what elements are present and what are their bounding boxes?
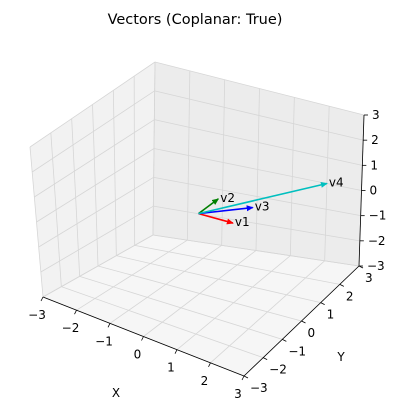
y-tick-mark <box>282 338 287 342</box>
x-tick-label: −1 <box>95 334 113 348</box>
y-tick-label: −1 <box>288 344 306 358</box>
x-tick-mark <box>241 375 245 381</box>
vector-v4 <box>198 181 328 215</box>
z-tick-label: −2 <box>368 234 386 248</box>
x-tick-mark <box>174 349 178 354</box>
z-tick-label: 3 <box>372 108 380 122</box>
pane-x <box>30 62 155 297</box>
z-tick-label: 0 <box>370 184 378 198</box>
vector-v1 <box>198 212 234 225</box>
x-tick-mark <box>208 362 211 368</box>
pane-z <box>43 235 359 376</box>
vector-v3 <box>198 205 254 215</box>
z-tick-label: −3 <box>367 259 385 273</box>
chart-title: Vectors (Coplanar: True) <box>108 12 283 28</box>
y-tick-label: 0 <box>308 326 316 340</box>
gridline <box>152 234 360 267</box>
gridline <box>31 90 155 173</box>
y-tick-label: −3 <box>250 381 268 395</box>
z-tick-label: 1 <box>370 158 378 172</box>
y-tick-mark <box>339 283 345 287</box>
y-tick-label: 1 <box>327 308 335 322</box>
x-tick-mark <box>40 296 44 302</box>
x-tick-label: 2 <box>201 374 209 388</box>
vector-label-v2: v2 <box>220 191 235 205</box>
vector-label-v3: v3 <box>255 200 270 214</box>
y-tick-mark <box>358 265 364 269</box>
x-tick-mark <box>107 323 111 328</box>
gridlines <box>29 61 365 377</box>
x-tick-label: 0 <box>134 348 142 362</box>
z-tick-label: 2 <box>371 133 379 147</box>
x-tick-mark <box>141 336 144 341</box>
x-tick-label: −2 <box>62 321 80 335</box>
x-tick-label: 1 <box>167 361 175 375</box>
y-tick-mark <box>320 302 325 306</box>
y-axis-label: Y <box>336 350 345 364</box>
x-tick-label: 3 <box>234 387 242 401</box>
y-tick-label: 3 <box>365 271 373 285</box>
pane-y <box>153 62 364 266</box>
gridline <box>133 76 136 246</box>
x-axis-label: X <box>112 386 120 400</box>
y-tick-label: 2 <box>346 289 354 303</box>
y-tick-label: −2 <box>269 363 287 377</box>
y-tick-mark <box>243 375 249 379</box>
gridline <box>152 61 156 236</box>
x-tick-mark <box>74 309 77 315</box>
x-tick-label: −3 <box>28 308 46 322</box>
vector-label-v4: v4 <box>329 176 344 190</box>
gridline <box>154 61 365 116</box>
y-tick-mark <box>301 320 306 324</box>
gridline <box>29 61 156 148</box>
gridline <box>154 90 364 141</box>
z-tick-label: −1 <box>369 209 387 223</box>
vector-label-v1: v1 <box>235 215 250 229</box>
gridline <box>134 244 340 285</box>
y-tick-mark <box>262 357 268 361</box>
vector-v2 <box>198 198 220 215</box>
